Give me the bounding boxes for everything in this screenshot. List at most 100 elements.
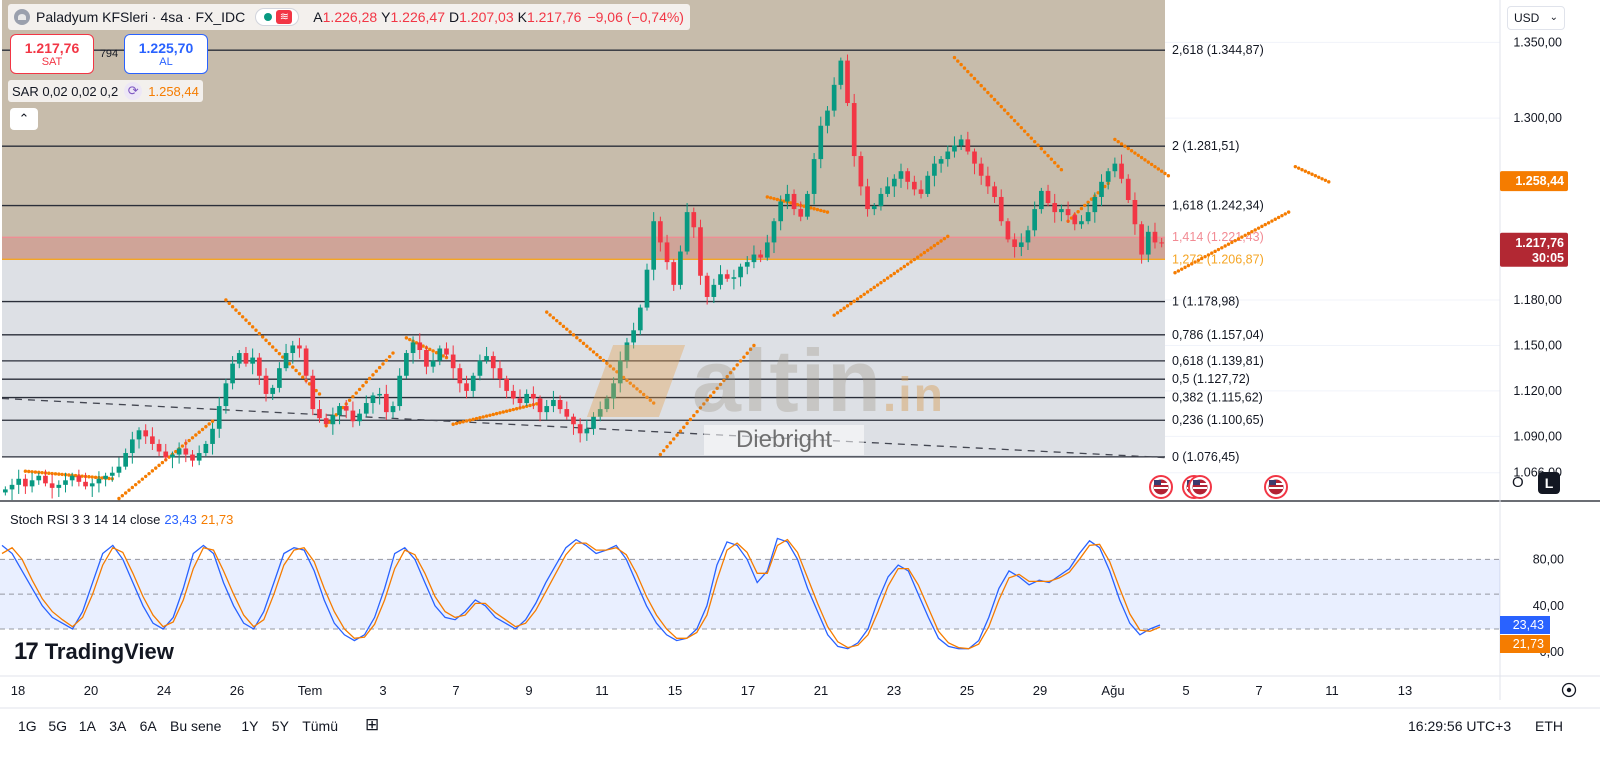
buy-price: 1.225,70 bbox=[138, 40, 194, 56]
candle-body bbox=[818, 125, 824, 160]
candle-body bbox=[277, 368, 282, 388]
sar-dot bbox=[478, 416, 482, 420]
sar-dot bbox=[120, 494, 125, 498]
sar-dot bbox=[1009, 115, 1013, 119]
range-button[interactable]: 3A bbox=[109, 718, 127, 734]
currency-select[interactable]: USD ⌄ bbox=[1507, 6, 1565, 30]
date-range-calendar-icon[interactable]: ⊞ bbox=[365, 715, 380, 735]
sar-dot bbox=[1186, 263, 1191, 268]
log-scale-toggle[interactable]: O bbox=[1512, 474, 1524, 491]
candle-body bbox=[658, 221, 663, 243]
sar-dot bbox=[571, 333, 576, 337]
sar-dot bbox=[123, 491, 128, 495]
candle-body bbox=[343, 406, 349, 411]
candle-body bbox=[230, 363, 235, 384]
candle-body bbox=[223, 383, 229, 407]
sar-dot bbox=[277, 351, 282, 356]
sar-dot bbox=[528, 403, 532, 408]
tradingview-logo[interactable]: 17 TradingView bbox=[14, 638, 174, 666]
collapse-legend-button[interactable]: ⌃ bbox=[10, 108, 38, 130]
candle-body bbox=[611, 383, 616, 399]
sar-dot bbox=[882, 278, 886, 283]
candle-body bbox=[764, 242, 770, 258]
buy-button[interactable]: 1.225,70 AL bbox=[124, 34, 208, 74]
candle-body bbox=[76, 475, 82, 482]
refresh-icon[interactable]: ⟳ bbox=[124, 82, 143, 100]
range-button[interactable]: 1Y bbox=[241, 718, 259, 734]
time-axis[interactable]: 18 20 24 26 Tem 3 7 9 11 15 17 21 23 25 29 Ağu 5 7 11 13 bbox=[0, 675, 1600, 709]
sar-dot bbox=[137, 480, 141, 484]
sar-dot bbox=[956, 59, 960, 63]
sar-dot bbox=[234, 308, 238, 312]
sar-dot bbox=[972, 76, 977, 81]
sar-dot bbox=[504, 409, 509, 413]
candle-body bbox=[524, 393, 530, 404]
sar-dot bbox=[802, 204, 806, 208]
sar-dot bbox=[498, 411, 502, 415]
sar-dot bbox=[157, 463, 161, 468]
sar-dot bbox=[558, 321, 562, 326]
range-button[interactable]: 1G bbox=[18, 718, 37, 734]
sar-dot bbox=[608, 364, 612, 368]
sar-dot bbox=[204, 425, 208, 429]
us-flag-icon bbox=[1269, 487, 1283, 489]
sar-dot bbox=[548, 313, 552, 317]
range-button[interactable]: Tümü bbox=[302, 718, 338, 734]
sar-dot bbox=[1022, 129, 1027, 133]
sar-dot bbox=[919, 253, 923, 257]
market-status-pill[interactable]: ≋ bbox=[255, 8, 300, 26]
candle-body bbox=[370, 395, 376, 404]
sar-dot bbox=[227, 301, 231, 306]
stoch-rsi-legend[interactable]: Stoch RSI 3 3 14 14 close 23,43 21,73 bbox=[10, 512, 233, 527]
price-axis[interactable]: 1.066,001.090,001.120,001.150,001.180,00… bbox=[1499, 0, 1568, 700]
sar-dot bbox=[1293, 164, 1298, 169]
sar-dot bbox=[491, 412, 495, 417]
range-button[interactable]: 1A bbox=[78, 718, 96, 734]
sar-dot bbox=[912, 257, 917, 262]
clock: 16:29:56 UTC+3 bbox=[1408, 718, 1512, 734]
sar-dot bbox=[929, 246, 933, 250]
sar-dot bbox=[905, 262, 910, 266]
range-button[interactable]: 5Y bbox=[271, 718, 289, 734]
sar-dot bbox=[254, 328, 258, 332]
lock-scale-toggle[interactable]: L bbox=[1538, 472, 1560, 494]
range-button[interactable]: Bu sene bbox=[170, 718, 222, 734]
sar-dot bbox=[732, 367, 736, 371]
sar-dot bbox=[1317, 175, 1321, 179]
price-tick-label: 1.090,00 bbox=[1513, 429, 1562, 443]
sar-dot bbox=[140, 477, 145, 481]
symbol-legend[interactable]: Paladyum KFSleri · 4sa · FX_IDC ≋ A 1.226… bbox=[8, 4, 690, 30]
candle-body bbox=[170, 454, 175, 458]
candle-body bbox=[510, 390, 516, 399]
sar-dot bbox=[752, 343, 756, 348]
stoch-d-line bbox=[1, 538, 1161, 650]
sar-dot bbox=[1046, 153, 1050, 158]
sar-dot bbox=[301, 375, 305, 379]
sar-dot bbox=[862, 292, 866, 296]
sell-button[interactable]: 1.217,76 SAT bbox=[10, 34, 94, 74]
session-toggle[interactable]: ETH bbox=[1535, 718, 1563, 734]
range-button[interactable]: 5G bbox=[48, 718, 68, 734]
sar-dot bbox=[377, 365, 382, 370]
economic-events[interactable] bbox=[1149, 475, 1288, 499]
sar-dot bbox=[932, 243, 937, 248]
sar-indicator-legend[interactable]: SAR 0,02 0,02 0,2 ⟳ 1.258,44 bbox=[8, 80, 203, 102]
candle-body bbox=[791, 193, 797, 210]
sar-dot bbox=[247, 321, 252, 326]
fib-label: 2,618 (1.344,87) bbox=[1172, 43, 1264, 57]
candle-body bbox=[637, 307, 643, 331]
candle-body bbox=[290, 345, 296, 354]
candle-body bbox=[724, 274, 730, 279]
range-button[interactable]: 6A bbox=[139, 718, 157, 734]
symbol-title[interactable]: Paladyum KFSleri · 4sa · FX_IDC bbox=[36, 9, 246, 25]
price-tag-bg bbox=[1500, 232, 1568, 267]
candle-body bbox=[758, 254, 763, 258]
data-delay-icon: ≋ bbox=[276, 10, 293, 24]
sar-dot bbox=[715, 386, 719, 391]
sar-dot bbox=[240, 315, 245, 319]
sar-dot bbox=[267, 341, 272, 346]
sar-dot bbox=[1307, 171, 1311, 175]
sar-dot bbox=[1116, 139, 1120, 144]
time-tick-label: 5 bbox=[1182, 683, 1189, 698]
